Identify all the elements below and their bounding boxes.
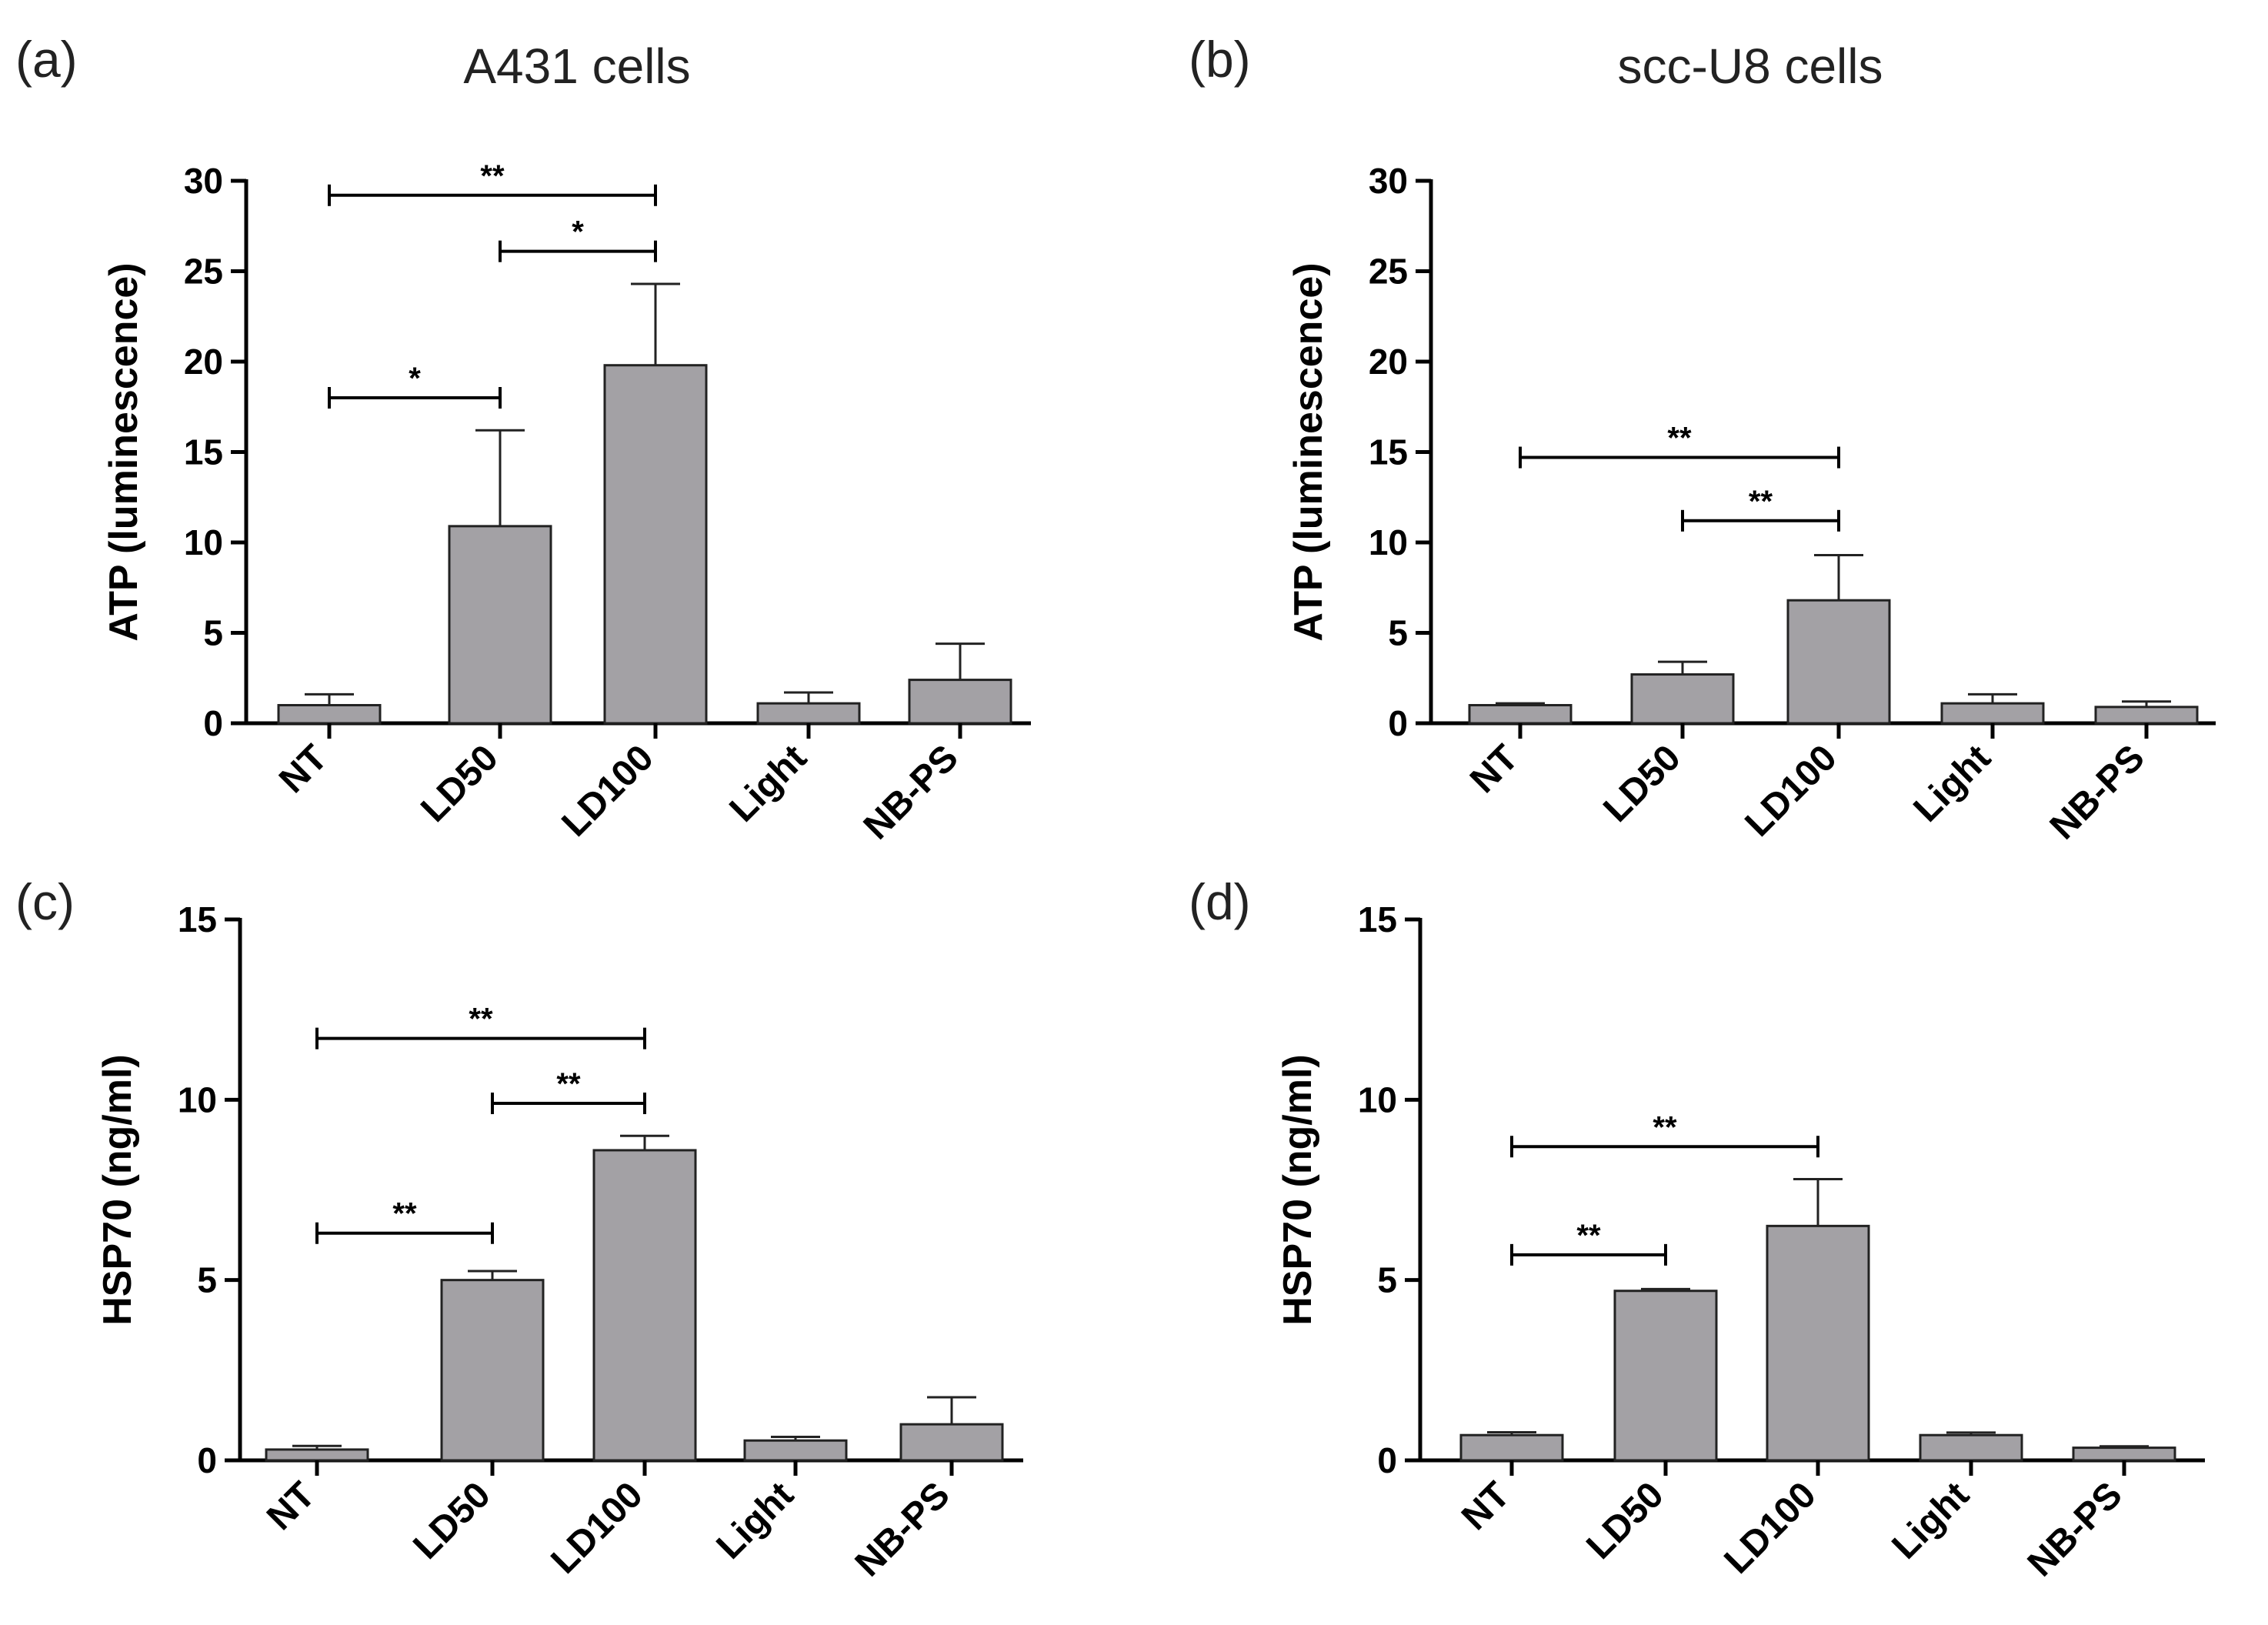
significance-label: ** <box>556 1067 581 1101</box>
x-tick-label-ld100: LD100 <box>543 1474 650 1581</box>
x-tick-label-light: Light <box>709 1474 801 1567</box>
y-tick-label: 15 <box>178 899 217 939</box>
y-axis-label: HSP70 (ng/ml) <box>95 1054 140 1326</box>
bar-nb-ps <box>2094 706 2199 725</box>
x-tick-label-light: Light <box>1884 1474 1976 1567</box>
x-tick-label-light: Light <box>1906 737 1998 829</box>
y-tick-label: 15 <box>1358 899 1397 939</box>
significance-label: ** <box>1653 1110 1677 1144</box>
y-tick-label: 25 <box>184 252 223 292</box>
bar-ld100 <box>603 364 708 725</box>
panel-label: (b) <box>1189 31 1251 88</box>
x-tick-label-ld100: LD100 <box>554 737 661 844</box>
bar-ld100 <box>1786 599 1891 725</box>
bar-light <box>743 1439 848 1462</box>
bar-light <box>1919 1433 2023 1462</box>
bar-light <box>756 702 861 725</box>
y-tick-label: 30 <box>1369 161 1408 201</box>
chart-panel-2: (b) ATP (luminescence) 0 5 10 15 20 25 30 NT LD50 L… <box>1189 31 2216 847</box>
x-tick-label-ld50: LD50 <box>405 1474 498 1567</box>
x-tick-label-nb-ps: NB-PS <box>848 1474 958 1584</box>
significance-label: * <box>572 215 584 249</box>
x-tick-label-ld100: LD100 <box>1737 737 1844 844</box>
bar-nt <box>265 1448 369 1462</box>
panel-label: (c) <box>15 873 75 930</box>
bar-light <box>1940 702 2045 725</box>
y-tick-label: 0 <box>1377 1440 1397 1480</box>
bar-ld50 <box>1630 673 1735 725</box>
y-tick-label: 10 <box>1369 522 1408 562</box>
y-tick-label: 0 <box>203 703 223 743</box>
x-tick-label-ld100: LD100 <box>1716 1474 1823 1581</box>
y-axis-label: ATP (luminescence) <box>102 262 146 641</box>
column-title-scc-u8: scc-U8 cells <box>1618 38 1883 94</box>
significance-label: ** <box>1576 1219 1601 1253</box>
panel-label: (d) <box>1189 873 1251 930</box>
y-tick-label: 5 <box>1388 613 1408 653</box>
y-tick-label: 10 <box>1358 1079 1397 1119</box>
x-tick-label-nt: NT <box>1454 1474 1518 1538</box>
bar-nb-ps <box>899 1423 1004 1462</box>
y-tick-label: 25 <box>1369 252 1408 292</box>
y-tick-label: 10 <box>184 522 223 562</box>
x-tick-label-ld50: LD50 <box>1579 1474 1671 1567</box>
bar-ld50 <box>448 525 552 725</box>
significance-label: ** <box>392 1197 417 1231</box>
x-tick-label-light: Light <box>722 737 814 829</box>
x-tick-label-ld50: LD50 <box>413 737 505 829</box>
panel-label: (a) <box>15 31 78 88</box>
y-axis-label: ATP (luminescence) <box>1286 262 1331 641</box>
column-title-a431: A431 cells <box>463 38 690 94</box>
bar-nb-ps <box>2072 1446 2176 1462</box>
bar-ld100 <box>1766 1224 1870 1462</box>
x-tick-label-nt: NT <box>259 1474 323 1538</box>
significance-label: ** <box>480 159 505 193</box>
y-tick-label: 5 <box>197 1260 217 1300</box>
bar-nt <box>277 704 382 725</box>
y-tick-label: 20 <box>1369 342 1408 382</box>
significance-label: ** <box>1667 422 1692 455</box>
y-tick-label: 5 <box>203 613 223 653</box>
x-tick-label-nt: NT <box>1463 737 1526 801</box>
x-tick-label-nb-ps: NB-PS <box>2020 1474 2130 1584</box>
y-tick-label: 15 <box>184 432 223 472</box>
x-tick-label-nb-ps: NB-PS <box>856 737 966 847</box>
bar-nt <box>1459 1433 1564 1462</box>
x-tick-label-nb-ps: NB-PS <box>2043 737 2153 847</box>
bar-nt <box>1468 704 1573 725</box>
x-tick-label-ld50: LD50 <box>1596 737 1688 829</box>
chart-panel-1: (a) ATP (luminescence) 0 5 10 15 20 25 30 NT LD50 L… <box>15 31 1031 847</box>
significance-label: ** <box>1749 485 1773 519</box>
y-tick-label: 20 <box>184 342 223 382</box>
y-tick-label: 15 <box>1369 432 1408 472</box>
bar-ld50 <box>1613 1290 1718 1462</box>
bar-nb-ps <box>908 679 1012 725</box>
y-tick-label: 0 <box>197 1440 217 1480</box>
bar-ld50 <box>440 1279 545 1462</box>
chart-panel-3: (c) HSP70 (ng/ml) 0 5 10 15 NT LD50 LD100 Light NB… <box>15 873 1023 1584</box>
chart-panel-4: (d) HSP70 (ng/ml) 0 5 10 15 NT LD50 LD100 Light NB… <box>1189 873 2205 1584</box>
significance-label: ** <box>469 1003 493 1036</box>
bar-ld100 <box>592 1149 697 1462</box>
y-tick-label: 10 <box>178 1079 217 1119</box>
x-tick-label-nt: NT <box>272 737 335 801</box>
y-axis-label: HSP70 (ng/ml) <box>1276 1054 1320 1326</box>
significance-label: * <box>409 362 421 395</box>
y-tick-label: 5 <box>1377 1260 1397 1300</box>
y-tick-label: 0 <box>1388 703 1408 743</box>
y-tick-label: 30 <box>184 161 223 201</box>
